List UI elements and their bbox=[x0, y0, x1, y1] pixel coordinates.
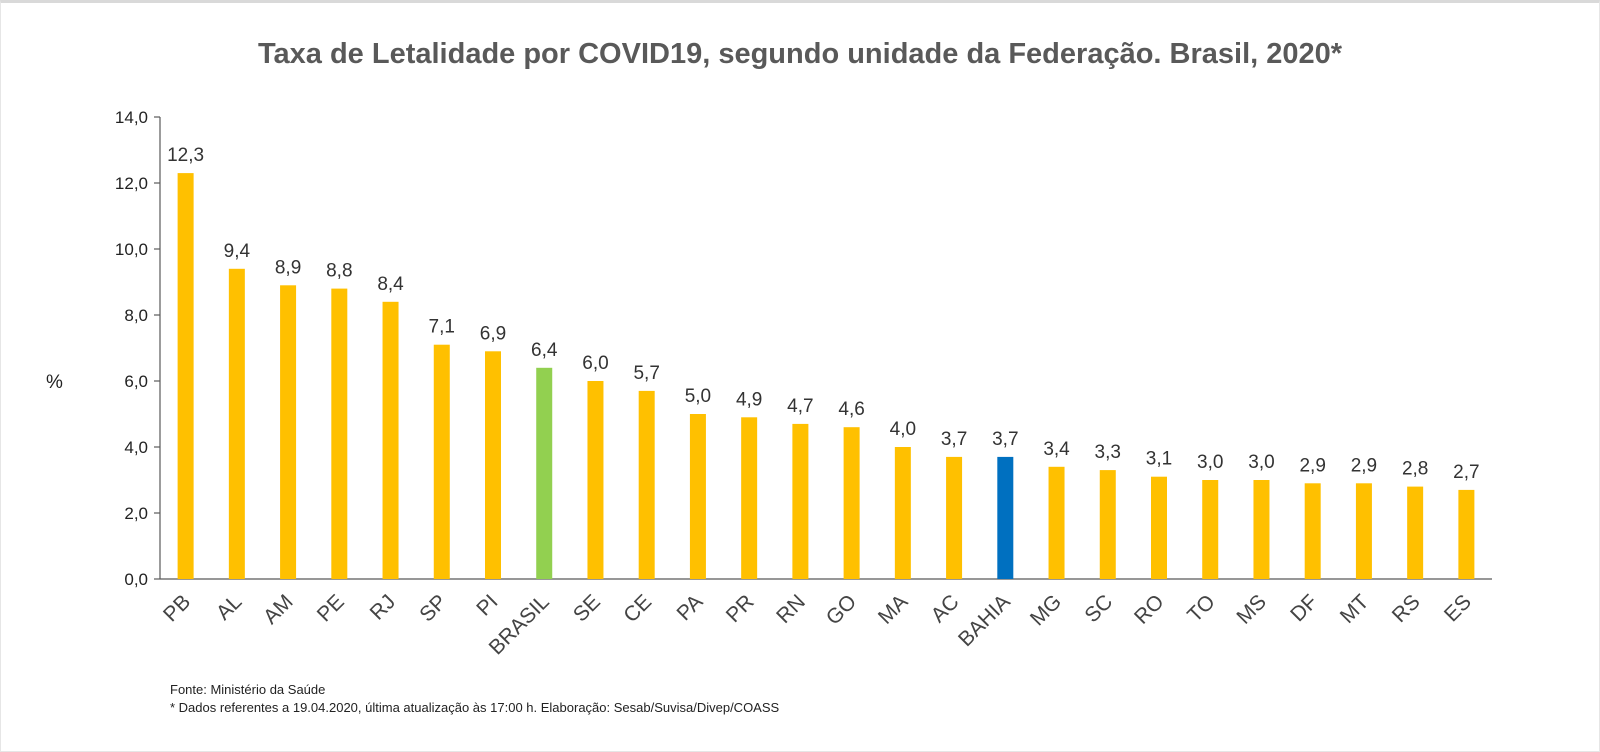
y-tick-label: 6,0 bbox=[124, 372, 148, 391]
data-label: 6,4 bbox=[531, 340, 558, 361]
x-tick-label: SP bbox=[415, 590, 451, 626]
bar-pe bbox=[331, 288, 348, 579]
x-tick-label: AM bbox=[259, 590, 298, 629]
bar-pb bbox=[177, 173, 194, 579]
data-label: 8,9 bbox=[275, 257, 301, 278]
x-tick-label: DF bbox=[1286, 590, 1322, 626]
data-label: 2,8 bbox=[1402, 459, 1428, 480]
x-tick-label: ES bbox=[1440, 590, 1476, 626]
data-label: 6,0 bbox=[582, 353, 608, 374]
bar-pa bbox=[689, 414, 706, 579]
data-label: 2,9 bbox=[1299, 455, 1325, 476]
data-label: 3,4 bbox=[1043, 439, 1070, 460]
bar-ms bbox=[1253, 480, 1270, 579]
bar-se bbox=[587, 381, 604, 579]
x-tick-label: MA bbox=[874, 590, 913, 629]
data-label: 4,6 bbox=[838, 399, 864, 420]
bar-mt bbox=[1355, 483, 1372, 579]
data-label: 9,4 bbox=[224, 241, 251, 262]
x-tick-label: MG bbox=[1026, 590, 1066, 630]
y-tick-label: 14,0 bbox=[115, 108, 148, 127]
data-label: 4,0 bbox=[890, 419, 916, 440]
bar-es bbox=[1458, 489, 1475, 579]
y-tick-label: 0,0 bbox=[124, 570, 148, 589]
data-label: 3,0 bbox=[1248, 452, 1274, 473]
chart-title: Taxa de Letalidade por COVID19, segundo … bbox=[257, 38, 1343, 70]
bar-pi bbox=[485, 351, 501, 579]
data-label: 4,7 bbox=[787, 396, 813, 417]
bar-rn bbox=[792, 423, 809, 579]
bar-rs bbox=[1407, 486, 1424, 579]
y-tick-label: 12,0 bbox=[115, 174, 148, 193]
y-axis-label: % bbox=[46, 372, 63, 393]
x-tick-label: PA bbox=[672, 590, 707, 625]
bar-al bbox=[228, 268, 245, 579]
x-tick-label: GO bbox=[822, 590, 861, 629]
data-label: 3,1 bbox=[1146, 449, 1172, 470]
bar-ce bbox=[638, 390, 655, 579]
data-label: 2,7 bbox=[1453, 462, 1479, 483]
y-tick-label: 4,0 bbox=[124, 438, 148, 457]
bar-to bbox=[1202, 480, 1219, 579]
x-tick-label: PE bbox=[313, 590, 349, 626]
data-label: 3,3 bbox=[1095, 442, 1121, 463]
data-label: 4,9 bbox=[736, 389, 762, 410]
data-label: 3,7 bbox=[992, 429, 1018, 450]
x-tick-label: PI bbox=[472, 590, 502, 620]
source-note: Fonte: Ministério da Saúde bbox=[170, 682, 326, 697]
x-tick-label: AL bbox=[212, 590, 246, 624]
y-tick-label: 8,0 bbox=[124, 306, 148, 325]
x-tick-label: RO bbox=[1130, 590, 1169, 629]
x-tick-label: RJ bbox=[366, 590, 400, 624]
x-tick-label: RN bbox=[772, 590, 810, 628]
bar-rj bbox=[382, 301, 399, 579]
bar-ma bbox=[894, 447, 911, 579]
bar-am bbox=[280, 285, 297, 579]
bar-pr bbox=[741, 417, 758, 579]
x-tick-label: CE bbox=[619, 590, 656, 627]
footnote: * Dados referentes a 19.04.2020, última … bbox=[170, 700, 780, 715]
data-label: 5,7 bbox=[633, 363, 659, 384]
x-tick-label: BAHIA bbox=[954, 590, 1015, 651]
bar-brasil bbox=[536, 367, 553, 579]
x-tick-label: SC bbox=[1080, 590, 1117, 627]
x-tick-label: TO bbox=[1183, 590, 1220, 627]
x-tick-label: MS bbox=[1232, 590, 1271, 629]
x-tick-label: MT bbox=[1336, 590, 1374, 628]
bar-ac bbox=[946, 456, 963, 579]
y-tick-label: 10,0 bbox=[115, 240, 148, 259]
x-tick-label: RS bbox=[1388, 590, 1425, 627]
data-label: 3,0 bbox=[1197, 452, 1223, 473]
x-tick-label: AC bbox=[927, 590, 964, 627]
x-tick-label: PR bbox=[722, 590, 759, 627]
bar-sc bbox=[1099, 470, 1116, 579]
data-label: 12,3 bbox=[167, 145, 204, 166]
data-label: 3,7 bbox=[941, 429, 967, 450]
data-label: 8,4 bbox=[377, 274, 404, 295]
data-label: 7,1 bbox=[429, 317, 455, 338]
bar-bahia bbox=[997, 456, 1014, 579]
data-label: 5,0 bbox=[685, 386, 711, 407]
bar-mg bbox=[1048, 466, 1065, 579]
bar-df bbox=[1304, 483, 1321, 579]
bar-go bbox=[843, 427, 860, 579]
bar-sp bbox=[433, 344, 450, 579]
y-tick-label: 2,0 bbox=[124, 504, 148, 523]
data-label: 2,9 bbox=[1351, 455, 1377, 476]
bar-ro bbox=[1151, 476, 1167, 579]
x-tick-label: SE bbox=[569, 590, 605, 626]
data-label: 8,8 bbox=[326, 261, 352, 282]
data-label: 6,9 bbox=[480, 323, 506, 344]
x-tick-label: PB bbox=[159, 590, 195, 626]
